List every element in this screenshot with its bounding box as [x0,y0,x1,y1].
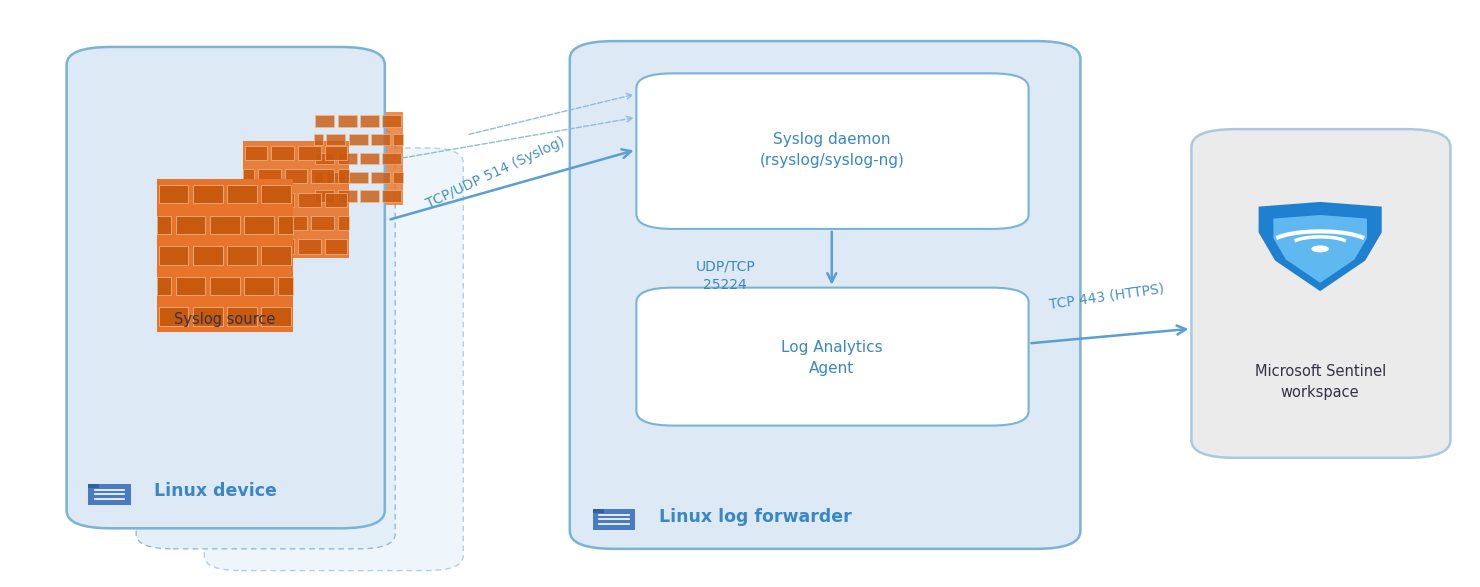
FancyBboxPatch shape [314,134,323,146]
FancyBboxPatch shape [262,307,290,326]
FancyBboxPatch shape [297,193,321,207]
FancyBboxPatch shape [204,148,463,571]
FancyBboxPatch shape [314,112,403,205]
FancyBboxPatch shape [337,216,349,230]
FancyBboxPatch shape [244,215,274,234]
Text: Syslog source: Syslog source [175,312,275,328]
FancyBboxPatch shape [360,115,379,127]
FancyBboxPatch shape [194,185,222,204]
FancyBboxPatch shape [194,246,222,265]
FancyBboxPatch shape [324,193,348,207]
FancyBboxPatch shape [271,146,295,160]
FancyBboxPatch shape [243,141,349,258]
FancyBboxPatch shape [297,239,321,254]
FancyBboxPatch shape [593,509,604,513]
FancyBboxPatch shape [228,307,256,326]
FancyBboxPatch shape [284,216,308,230]
FancyBboxPatch shape [360,153,379,164]
FancyBboxPatch shape [284,169,308,183]
FancyBboxPatch shape [271,239,295,254]
FancyBboxPatch shape [278,215,293,234]
FancyBboxPatch shape [244,239,268,254]
Polygon shape [1273,215,1368,283]
FancyBboxPatch shape [394,134,403,146]
FancyBboxPatch shape [89,484,99,488]
Text: Syslog daemon
(rsyslog/syslog-ng): Syslog daemon (rsyslog/syslog-ng) [759,131,904,168]
FancyBboxPatch shape [337,190,357,202]
Text: UDP/TCP
25224: UDP/TCP 25224 [696,259,755,292]
FancyBboxPatch shape [157,276,172,295]
FancyBboxPatch shape [327,171,345,183]
FancyBboxPatch shape [228,246,256,265]
Text: Linux log forwarder: Linux log forwarder [659,508,851,525]
FancyBboxPatch shape [382,153,401,164]
Text: Microsoft Sentinel
workspace: Microsoft Sentinel workspace [1255,363,1385,400]
FancyBboxPatch shape [360,190,379,202]
FancyBboxPatch shape [262,185,290,204]
FancyBboxPatch shape [315,115,334,127]
Polygon shape [1258,202,1382,291]
Text: TCP 443 (HTTPS): TCP 443 (HTTPS) [1049,281,1165,311]
FancyBboxPatch shape [67,47,385,528]
FancyBboxPatch shape [160,246,188,265]
FancyBboxPatch shape [337,153,357,164]
FancyBboxPatch shape [157,179,293,332]
FancyBboxPatch shape [243,216,255,230]
FancyBboxPatch shape [394,171,403,183]
FancyBboxPatch shape [636,73,1029,229]
FancyBboxPatch shape [176,276,206,295]
FancyBboxPatch shape [258,169,281,183]
FancyBboxPatch shape [1191,129,1450,458]
FancyBboxPatch shape [210,276,240,295]
FancyBboxPatch shape [371,171,389,183]
FancyBboxPatch shape [176,215,206,234]
FancyBboxPatch shape [297,146,321,160]
Text: Log Analytics
Agent: Log Analytics Agent [781,340,882,376]
FancyBboxPatch shape [337,115,357,127]
FancyBboxPatch shape [278,276,293,295]
FancyBboxPatch shape [271,193,295,207]
FancyBboxPatch shape [315,190,334,202]
FancyBboxPatch shape [258,216,281,230]
FancyBboxPatch shape [311,169,334,183]
FancyBboxPatch shape [349,134,367,146]
FancyBboxPatch shape [160,307,188,326]
FancyBboxPatch shape [324,146,348,160]
FancyBboxPatch shape [244,276,274,295]
FancyBboxPatch shape [570,41,1080,549]
FancyBboxPatch shape [349,171,367,183]
FancyBboxPatch shape [136,126,395,549]
FancyBboxPatch shape [89,484,130,505]
FancyBboxPatch shape [593,509,635,530]
FancyBboxPatch shape [228,185,256,204]
FancyBboxPatch shape [262,246,290,265]
FancyBboxPatch shape [337,169,349,183]
Text: TCP/UDP 514 (Syslog): TCP/UDP 514 (Syslog) [425,135,567,211]
FancyBboxPatch shape [327,134,345,146]
FancyBboxPatch shape [243,169,255,183]
FancyBboxPatch shape [210,215,240,234]
FancyBboxPatch shape [382,190,401,202]
FancyBboxPatch shape [315,153,334,164]
FancyBboxPatch shape [244,146,268,160]
FancyBboxPatch shape [314,171,323,183]
FancyBboxPatch shape [244,193,268,207]
FancyBboxPatch shape [371,134,389,146]
FancyBboxPatch shape [311,216,334,230]
Circle shape [1311,245,1329,252]
FancyBboxPatch shape [382,115,401,127]
FancyBboxPatch shape [324,239,348,254]
Text: Linux device: Linux device [154,483,277,500]
FancyBboxPatch shape [160,185,188,204]
FancyBboxPatch shape [194,307,222,326]
FancyBboxPatch shape [157,215,172,234]
FancyBboxPatch shape [636,288,1029,426]
